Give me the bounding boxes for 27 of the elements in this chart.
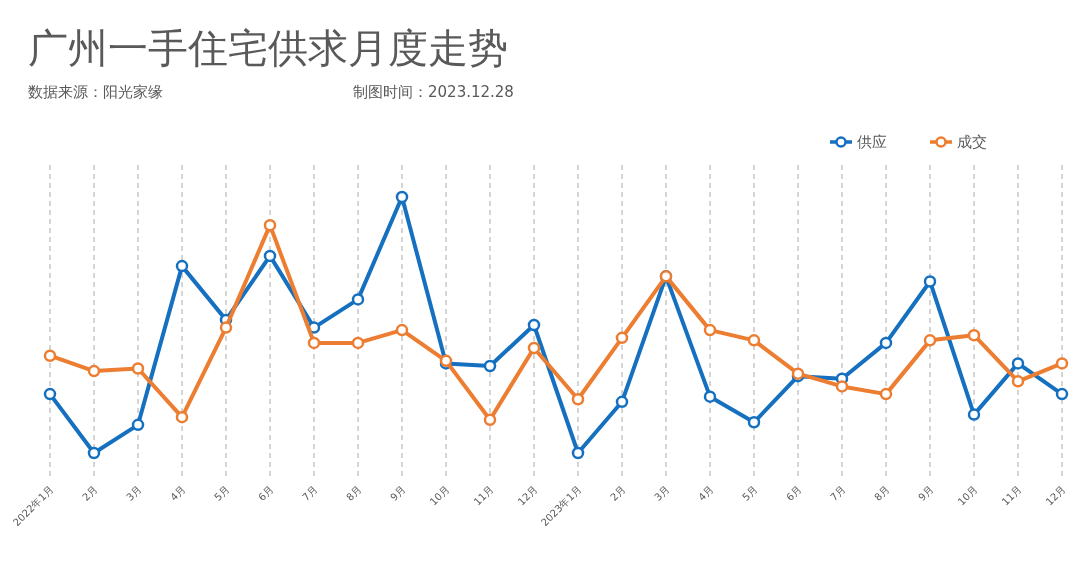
x-tick-label: 7月 — [300, 483, 320, 503]
x-tick-label: 4月 — [696, 483, 716, 503]
text: 制图时间：2023.12.28 — [353, 83, 514, 101]
x-tick-label: 5月 — [740, 483, 760, 503]
chart-title: 广州一手住宅供求月度走势 — [28, 25, 508, 71]
legend-label: 成交 — [957, 133, 987, 151]
x-tick-label: 3月 — [124, 483, 144, 503]
x-tick-label: 2月 — [80, 483, 100, 503]
x-tick-label: 2月 — [608, 483, 628, 503]
x-tick-label: 6月 — [256, 483, 276, 503]
x-tick-label: 12月 — [515, 483, 540, 508]
x-tick-label: 8月 — [344, 483, 364, 503]
x-tick-label: 12月 — [1043, 483, 1068, 508]
x-tick-label: 9月 — [388, 483, 408, 503]
x-tick-label: 8月 — [872, 483, 892, 503]
x-tick-label: 10月 — [955, 483, 980, 508]
x-tick-label: 7月 — [828, 483, 848, 503]
x-tick-label: 5月 — [212, 483, 232, 503]
x-tick-label: 3月 — [652, 483, 672, 503]
x-tick-label: 10月 — [427, 483, 452, 508]
legend-label: 供应 — [857, 133, 887, 151]
x-tick-label: 9月 — [916, 483, 936, 503]
source-note: 数据来源：阳光家缘 — [28, 83, 163, 101]
x-tick-label: 11月 — [999, 483, 1024, 508]
x-tick-label: 11月 — [471, 483, 496, 508]
x-tick-label: 6月 — [784, 483, 804, 503]
x-tick-label: 4月 — [168, 483, 188, 503]
